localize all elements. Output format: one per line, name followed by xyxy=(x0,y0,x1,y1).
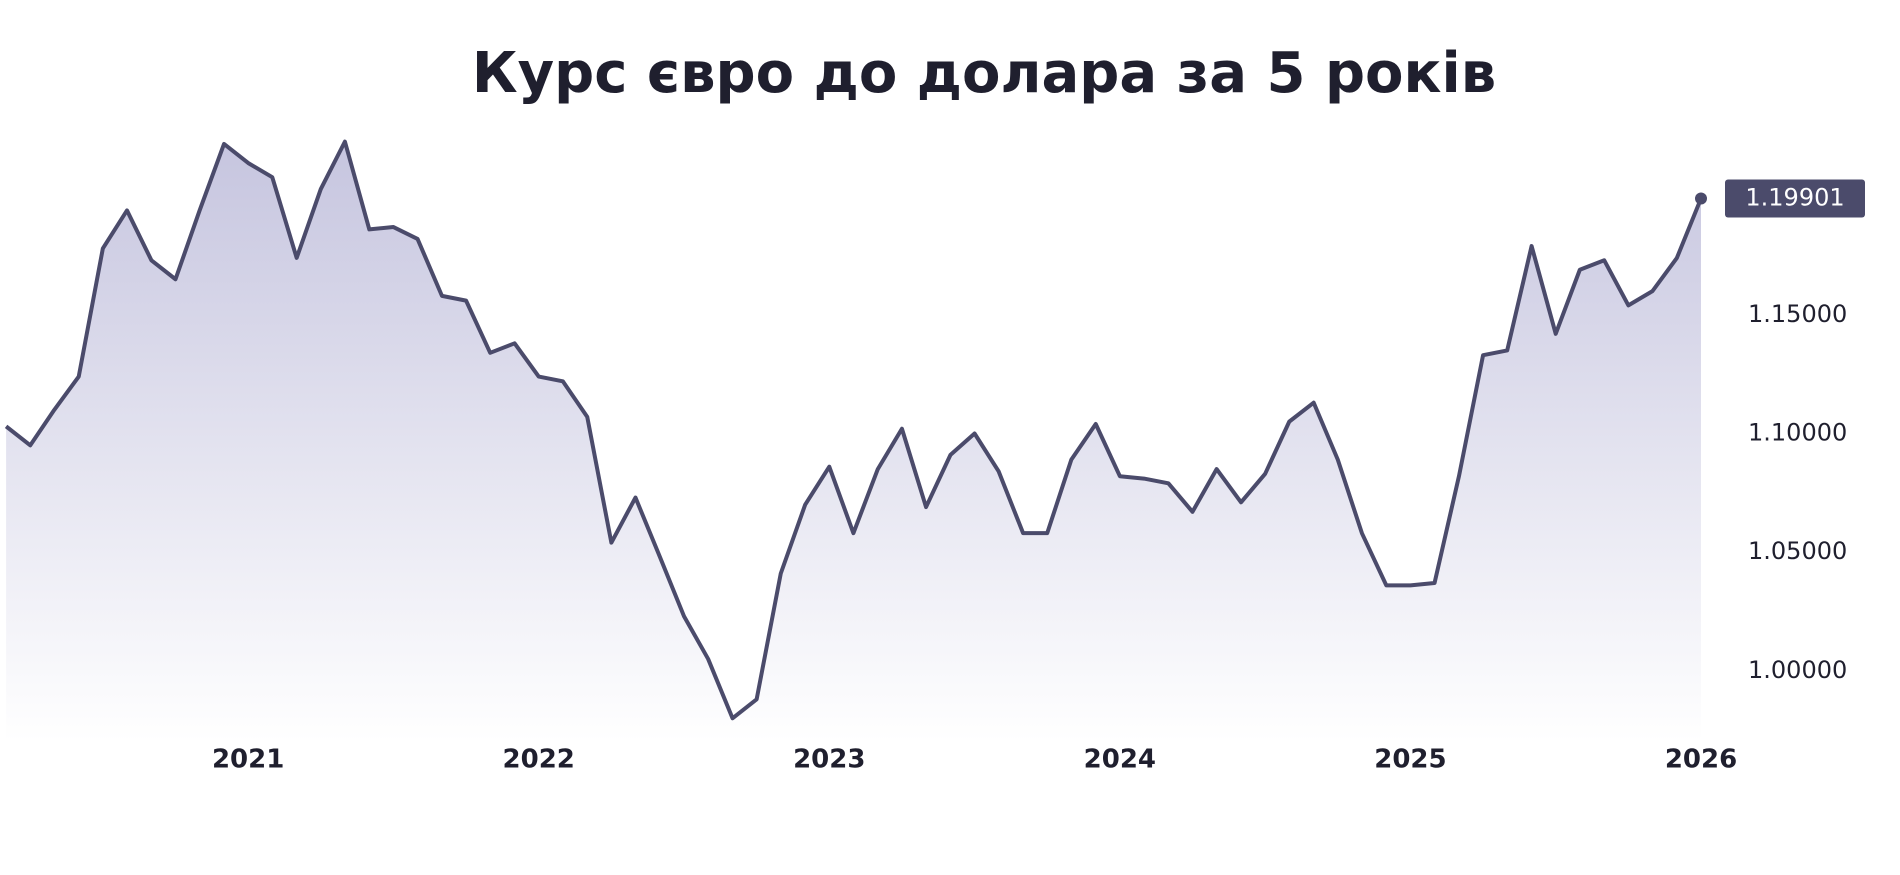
x-tick-label: 2022 xyxy=(503,745,575,775)
x-tick-label: 2023 xyxy=(793,745,865,775)
y-tick-label: 1.10000 xyxy=(1748,419,1847,447)
value-badge xyxy=(1725,179,1865,218)
end-dot xyxy=(1695,192,1707,205)
x-tick-label: 2021 xyxy=(212,745,284,775)
x-tick-label: 2026 xyxy=(1665,745,1737,775)
y-tick-label: 1.05000 xyxy=(1748,537,1847,565)
value-label: 1.19901 xyxy=(1745,184,1844,212)
x-tick-label: 2024 xyxy=(1084,745,1156,775)
chart-title: Курс євро до долара за 5 років xyxy=(472,41,1496,106)
y-tick-label: 1.15000 xyxy=(1748,300,1847,328)
area xyxy=(6,141,1702,742)
y-tick-label: 1.00000 xyxy=(1748,656,1847,684)
x-tick-label: 2025 xyxy=(1374,745,1446,775)
line xyxy=(4,139,1703,721)
